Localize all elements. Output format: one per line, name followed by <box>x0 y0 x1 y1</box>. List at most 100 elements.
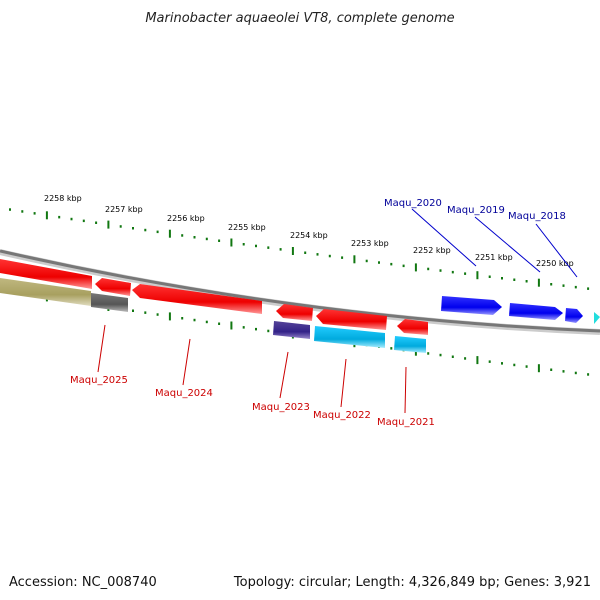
leader-line <box>411 208 477 267</box>
major-tick <box>107 220 110 229</box>
minor-tick <box>562 370 565 373</box>
major-tick <box>537 278 540 287</box>
minor-tick <box>218 239 221 242</box>
accession-text: Accession: NC_008740 <box>9 575 157 590</box>
leader-line <box>97 324 106 373</box>
minor-tick <box>501 277 503 280</box>
minor-tick <box>439 353 442 357</box>
gene-maqu-2023[interactable] <box>276 304 313 321</box>
tick-label: 2251 kbp <box>475 253 513 262</box>
cds-cyan-2021[interactable] <box>394 336 426 353</box>
minor-tick <box>119 225 122 228</box>
major-tick <box>291 247 294 255</box>
minor-tick <box>193 318 196 322</box>
gene-cyan-marker[interactable] <box>594 312 600 324</box>
minor-tick <box>513 363 516 367</box>
cds-cyan-2022[interactable] <box>314 326 385 348</box>
gene-maqu-2019[interactable] <box>509 303 563 320</box>
minor-tick <box>21 210 24 213</box>
tick-label: 2256 kbp <box>167 214 205 223</box>
gene-label-maqu-2022[interactable]: Maqu_2022 <box>313 410 371 421</box>
minor-tick <box>451 355 454 358</box>
gene-label-maqu-2019[interactable]: Maqu_2019 <box>447 205 505 216</box>
gene-label-maqu-2025[interactable]: Maqu_2025 <box>70 375 128 386</box>
minor-tick <box>451 270 454 274</box>
major-tick <box>353 255 356 264</box>
minor-tick <box>427 352 430 355</box>
outer-tick-ring <box>9 208 590 290</box>
minor-tick <box>82 219 85 223</box>
gene-label-maqu-2024[interactable]: Maqu_2024 <box>155 388 213 399</box>
minor-tick <box>205 237 208 241</box>
minor-tick <box>267 246 270 249</box>
major-tick <box>476 356 479 365</box>
minor-tick <box>574 371 577 375</box>
minor-tick <box>427 267 430 271</box>
minor-tick <box>488 275 491 278</box>
gene-label-maqu-2018[interactable]: Maqu_2018 <box>508 211 566 222</box>
minor-tick <box>574 285 577 289</box>
minor-tick <box>587 287 590 290</box>
gene-maqu-2021[interactable] <box>397 319 428 335</box>
major-tick <box>414 263 417 272</box>
minor-tick <box>304 251 307 254</box>
minor-tick <box>242 326 245 329</box>
gene-label-maqu-2021[interactable]: Maqu_2021 <box>377 417 435 428</box>
gene-label-maqu-2020[interactable]: Maqu_2020 <box>384 198 442 209</box>
minor-tick <box>402 264 405 268</box>
cds-purple[interactable] <box>273 321 310 339</box>
gene-label-maqu-2023[interactable]: Maqu_2023 <box>252 402 310 413</box>
minor-tick <box>587 373 590 376</box>
major-tick <box>168 229 171 238</box>
leader-line <box>340 358 347 408</box>
minor-tick <box>513 278 516 281</box>
minor-tick <box>132 227 134 230</box>
gene-maqu-2024[interactable] <box>132 284 262 314</box>
gene-maqu-2020[interactable] <box>441 296 502 315</box>
major-tick <box>168 312 171 321</box>
minor-tick <box>181 317 184 320</box>
minor-tick <box>525 280 528 283</box>
major-tick <box>537 364 540 373</box>
minor-tick <box>144 228 147 232</box>
map-title: Marinobacter aquaeolei VT8, complete gen… <box>145 11 454 26</box>
minor-tick <box>156 230 159 234</box>
leader-line <box>182 338 191 386</box>
cds-olive[interactable] <box>0 278 91 306</box>
tick-label: 2253 kbp <box>351 239 389 248</box>
gene-red-left[interactable] <box>0 259 92 289</box>
gene-maqu-2018[interactable] <box>565 308 583 323</box>
cds-gray[interactable] <box>91 293 128 312</box>
gene-maqu-2022[interactable] <box>316 309 387 330</box>
minor-tick <box>193 236 196 239</box>
minor-tick <box>144 311 147 314</box>
minor-tick <box>279 248 282 251</box>
minor-tick <box>525 365 528 368</box>
gene-maqu-2025[interactable] <box>95 278 131 296</box>
major-tick <box>476 271 479 280</box>
leader-line <box>404 366 407 414</box>
minor-tick <box>365 259 368 263</box>
minor-tick <box>242 243 245 246</box>
minor-tick <box>378 261 380 264</box>
minor-tick <box>181 234 184 237</box>
minor-tick <box>328 254 331 258</box>
minor-tick <box>390 262 393 266</box>
minor-tick <box>9 208 11 211</box>
minor-tick <box>58 215 61 219</box>
top-gene-labels: Maqu_2020 Maqu_2019 Maqu_2018 <box>384 198 578 278</box>
minor-tick <box>390 347 393 350</box>
minor-tick <box>33 212 36 215</box>
minor-tick <box>550 283 553 286</box>
minor-tick <box>464 357 467 360</box>
minor-tick <box>439 269 442 272</box>
major-tick <box>230 321 233 330</box>
major-tick <box>45 211 48 220</box>
minor-tick <box>156 313 159 316</box>
minor-tick <box>501 362 503 365</box>
tick-labels: 2258 kbp 2257 kbp 2256 kbp 2255 kbp 2254… <box>44 194 574 268</box>
minor-tick <box>316 253 319 256</box>
tick-label: 2258 kbp <box>44 194 82 203</box>
tick-label: 2257 kbp <box>105 205 143 214</box>
